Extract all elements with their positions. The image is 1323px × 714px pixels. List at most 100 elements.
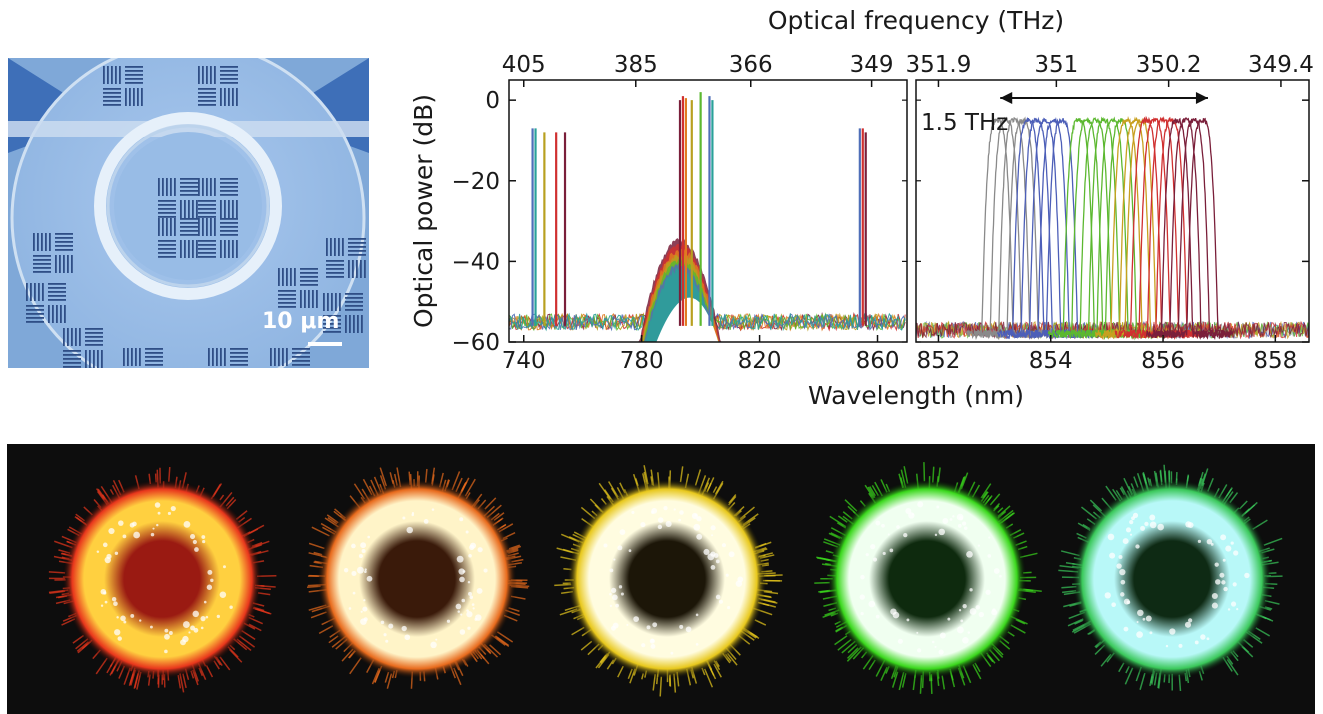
alignment-mark-line	[55, 255, 57, 273]
mode-speckle	[949, 518, 953, 521]
mode-speckle	[617, 545, 623, 551]
mode-speckle	[210, 578, 214, 583]
mode-speckle	[1215, 579, 1221, 585]
mode-speckle	[1111, 602, 1116, 608]
mode-speckle	[183, 520, 191, 528]
mode-speckle	[117, 636, 122, 641]
alignment-mark-line	[64, 305, 66, 323]
mode-edge-spike	[49, 590, 66, 594]
alignment-mark-line	[300, 284, 318, 286]
alignment-mark-line	[55, 241, 73, 243]
mode-speckle	[650, 510, 655, 514]
alignment-mark-line	[93, 350, 95, 368]
top-tick-label: 385	[614, 52, 658, 78]
alignment-mark-line	[224, 348, 226, 366]
mode-speckle	[461, 598, 466, 603]
alignment-mark-line	[198, 100, 216, 102]
alignment-mark-line	[89, 350, 91, 368]
mode-speckle	[696, 516, 702, 522]
alignment-mark-line	[220, 182, 238, 184]
top-tick-label: 405	[502, 52, 546, 78]
alignment-mark-line	[170, 178, 172, 196]
mode-edge-spike	[228, 648, 243, 663]
alignment-mark-line	[345, 309, 363, 311]
alignment-mark-line	[220, 194, 238, 196]
top-tick-label: 349.4	[1248, 52, 1314, 78]
mode-edge-spike	[1244, 501, 1258, 515]
alignment-mark-line	[158, 204, 176, 206]
x-tick-label: 858	[1253, 348, 1297, 374]
alignment-mark-line	[356, 260, 358, 278]
alignment-mark-line	[107, 66, 109, 84]
mode-edge-spike	[254, 608, 272, 615]
mode-speckle	[120, 615, 126, 622]
mode-speckle	[149, 625, 153, 629]
alignment-mark-line	[55, 249, 73, 251]
mode-edge-spike	[379, 467, 388, 487]
x-tick-label: 740	[502, 348, 546, 374]
mode-speckle	[1149, 514, 1156, 521]
mode-speckle	[1194, 640, 1199, 645]
alignment-mark-line	[180, 200, 182, 218]
mode-speckle	[1149, 631, 1153, 635]
alignment-mark-line	[145, 348, 163, 350]
mode-speckle	[670, 651, 674, 655]
mode-speckle	[947, 617, 951, 621]
alignment-mark-line	[48, 291, 66, 293]
alignment-mark-line	[278, 290, 296, 292]
top-tick-label: 349	[850, 52, 894, 78]
alignment-mark-line	[71, 328, 73, 346]
alignment-mark-line	[180, 230, 198, 232]
mode-profile	[827, 479, 1027, 679]
mode-speckle	[1169, 628, 1176, 635]
alignment-mark-line	[353, 315, 355, 333]
alignment-mark-line	[174, 218, 176, 236]
alignment-mark-line	[300, 280, 318, 282]
alignment-mark-line	[224, 240, 226, 258]
mode-speckle	[343, 568, 349, 573]
alignment-mark-line	[123, 348, 125, 366]
alignment-mark-line	[220, 200, 222, 218]
alignment-mark-line	[103, 66, 105, 84]
y-tick-label: −40	[451, 249, 500, 275]
alignment-mark-line	[180, 240, 182, 258]
alignment-mark-line	[220, 222, 238, 224]
alignment-mark-line	[198, 248, 216, 250]
mode-speckle	[363, 599, 366, 602]
mode-speckle	[455, 603, 462, 610]
alignment-mark-line	[158, 252, 176, 254]
mode-speckle	[404, 634, 411, 641]
alignment-mark-line	[220, 240, 222, 258]
tuning-peak	[1145, 117, 1209, 340]
alignment-mark-line	[37, 233, 39, 251]
alignment-mark-line	[348, 238, 366, 240]
mode-speckle	[229, 605, 233, 609]
mode-speckle	[650, 638, 655, 643]
mode-speckle	[1157, 523, 1165, 531]
alignment-mark-line	[208, 348, 210, 366]
alignment-mark-line	[49, 233, 51, 251]
mode-speckle	[665, 520, 672, 527]
mode-speckle	[641, 643, 646, 648]
mode-speckle	[710, 551, 716, 557]
alignment-mark-line	[180, 190, 198, 192]
alignment-marks	[26, 66, 366, 368]
alignment-mark-line	[48, 295, 66, 297]
mode-edge-spike	[694, 469, 702, 486]
alignment-mark-line	[349, 315, 351, 333]
mode-edge-spike	[1089, 499, 1103, 512]
mode-speckle	[721, 543, 727, 548]
alignment-mark-line	[206, 178, 208, 196]
mode-speckle	[1129, 533, 1133, 536]
mode-speckle	[1222, 558, 1226, 562]
alignment-mark-line	[230, 364, 248, 366]
mode-speckle	[613, 558, 616, 561]
alignment-mark-line	[63, 328, 65, 346]
alignment-mark-line	[220, 190, 238, 192]
alignment-mark-line	[158, 200, 176, 202]
alignment-mark-line	[206, 66, 208, 84]
x-tick-label: 854	[1029, 348, 1073, 374]
mode-speckle	[962, 603, 967, 609]
mode-speckle	[1227, 608, 1231, 611]
mode-speckle	[467, 580, 471, 584]
